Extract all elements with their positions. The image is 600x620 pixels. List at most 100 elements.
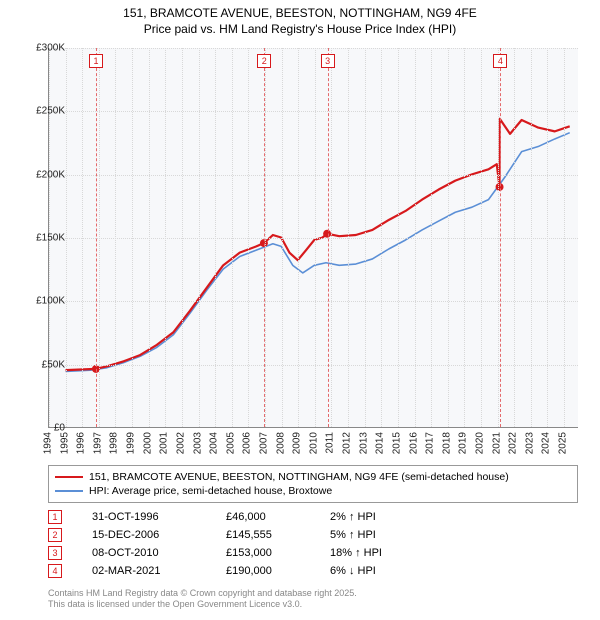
event-table: 1 31-OCT-1996 £46,000 2% ↑ HPI 2 15-DEC-2006 £… — [48, 508, 420, 580]
x-tick-label: 2006 — [242, 432, 253, 454]
event-delta: 6% ↓ HPI — [330, 565, 420, 577]
legend: 151, BRAMCOTE AVENUE, BEESTON, NOTTINGHA… — [48, 465, 578, 503]
x-tick-label: 1998 — [109, 432, 120, 454]
gridline-v — [531, 48, 532, 427]
x-tick-label: 2021 — [491, 432, 502, 454]
x-tick-label: 2022 — [508, 432, 519, 454]
event-row: 3 08-OCT-2010 £153,000 18% ↑ HPI — [48, 544, 420, 562]
gridline-v — [66, 48, 67, 427]
legend-item: 151, BRAMCOTE AVENUE, BEESTON, NOTTINGHA… — [55, 470, 571, 484]
event-marker-box: 3 — [48, 546, 62, 560]
event-row: 1 31-OCT-1996 £46,000 2% ↑ HPI — [48, 508, 420, 526]
x-tick-label: 2017 — [425, 432, 436, 454]
gridline-v — [564, 48, 565, 427]
footer-line-1: Contains HM Land Registry data © Crown c… — [48, 588, 357, 599]
event-marker-box: 2 — [48, 528, 62, 542]
event-date: 31-OCT-1996 — [92, 511, 202, 523]
x-tick-label: 2012 — [342, 432, 353, 454]
gridline-v — [398, 48, 399, 427]
gridline-h — [49, 238, 578, 239]
legend-swatch — [55, 476, 83, 478]
x-tick-label: 2025 — [558, 432, 569, 454]
y-tick-label: £100K — [25, 296, 65, 307]
x-tick-label: 2010 — [308, 432, 319, 454]
x-tick-label: 2019 — [458, 432, 469, 454]
gridline-v — [498, 48, 499, 427]
gridline-v — [149, 48, 150, 427]
legend-swatch — [55, 490, 83, 492]
title-line-2: Price paid vs. HM Land Registry's House … — [0, 22, 600, 38]
gridline-v — [547, 48, 548, 427]
event-price: £190,000 — [226, 565, 306, 577]
gridline-v — [431, 48, 432, 427]
x-tick-label: 2000 — [142, 432, 153, 454]
event-row: 402-MAR-2021£190,0006% ↓ HPI — [48, 562, 420, 580]
footer-attribution: Contains HM Land Registry data © Crown c… — [48, 588, 357, 611]
event-date: 02-MAR-2021 — [92, 565, 202, 577]
gridline-v — [82, 48, 83, 427]
gridline-v — [348, 48, 349, 427]
footer-line-2: This data is licensed under the Open Gov… — [48, 599, 357, 610]
x-tick-label: 2007 — [258, 432, 269, 454]
gridline-v — [115, 48, 116, 427]
y-tick-label: £150K — [25, 233, 65, 244]
x-tick-label: 2008 — [275, 432, 286, 454]
x-tick-label: 2020 — [474, 432, 485, 454]
gridline-v — [331, 48, 332, 427]
event-price: £46,000 — [226, 511, 306, 523]
gridline-v — [381, 48, 382, 427]
sale-marker-line — [328, 48, 329, 427]
gridline-h — [49, 365, 578, 366]
event-delta: 2% ↑ HPI — [330, 511, 420, 523]
gridline-v — [282, 48, 283, 427]
event-price: £145,555 — [226, 529, 306, 541]
plot-area: 1234 — [48, 48, 578, 428]
gridline-v — [298, 48, 299, 427]
x-tick-label: 2001 — [159, 432, 170, 454]
x-tick-label: 2009 — [292, 432, 303, 454]
legend-label: HPI: Average price, semi-detached house,… — [89, 485, 332, 497]
event-delta: 18% ↑ HPI — [330, 547, 420, 559]
legend-item: HPI: Average price, semi-detached house,… — [55, 484, 571, 498]
gridline-v — [215, 48, 216, 427]
x-tick-label: 2011 — [325, 432, 336, 454]
sale-marker-line — [96, 48, 97, 427]
x-tick-label: 2002 — [175, 432, 186, 454]
event-row: 2 15-DEC-2006 £145,555 5% ↑ HPI — [48, 526, 420, 544]
sale-marker-box: 3 — [321, 54, 335, 68]
y-tick-label: £50K — [25, 359, 65, 370]
gridline-v — [232, 48, 233, 427]
x-tick-label: 2024 — [541, 432, 552, 454]
event-price: £153,000 — [226, 547, 306, 559]
event-delta: 5% ↑ HPI — [330, 529, 420, 541]
y-tick-label: £200K — [25, 169, 65, 180]
sale-marker-line — [500, 48, 501, 427]
gridline-v — [248, 48, 249, 427]
title-line-1: 151, BRAMCOTE AVENUE, BEESTON, NOTTINGHA… — [0, 6, 600, 22]
gridline-v — [99, 48, 100, 427]
chart-title: 151, BRAMCOTE AVENUE, BEESTON, NOTTINGHA… — [0, 0, 600, 37]
x-tick-label: 1996 — [76, 432, 87, 454]
x-tick-label: 2005 — [225, 432, 236, 454]
gridline-h — [49, 301, 578, 302]
gridline-v — [448, 48, 449, 427]
sale-marker-box: 2 — [257, 54, 271, 68]
chart-container: 151, BRAMCOTE AVENUE, BEESTON, NOTTINGHA… — [0, 0, 600, 620]
gridline-v — [182, 48, 183, 427]
event-date: 08-OCT-2010 — [92, 547, 202, 559]
event-marker-box: 1 — [48, 510, 62, 524]
x-tick-label: 2014 — [375, 432, 386, 454]
x-tick-label: 2013 — [358, 432, 369, 454]
gridline-v — [315, 48, 316, 427]
x-tick-label: 1999 — [126, 432, 137, 454]
gridline-h — [49, 48, 578, 49]
x-tick-label: 1995 — [59, 432, 70, 454]
event-date: 15-DEC-2006 — [92, 529, 202, 541]
sale-marker-box: 1 — [89, 54, 103, 68]
gridline-v — [132, 48, 133, 427]
gridline-v — [514, 48, 515, 427]
gridline-v — [165, 48, 166, 427]
x-tick-label: 2023 — [524, 432, 535, 454]
series-price_paid — [66, 119, 570, 370]
gridline-v — [464, 48, 465, 427]
